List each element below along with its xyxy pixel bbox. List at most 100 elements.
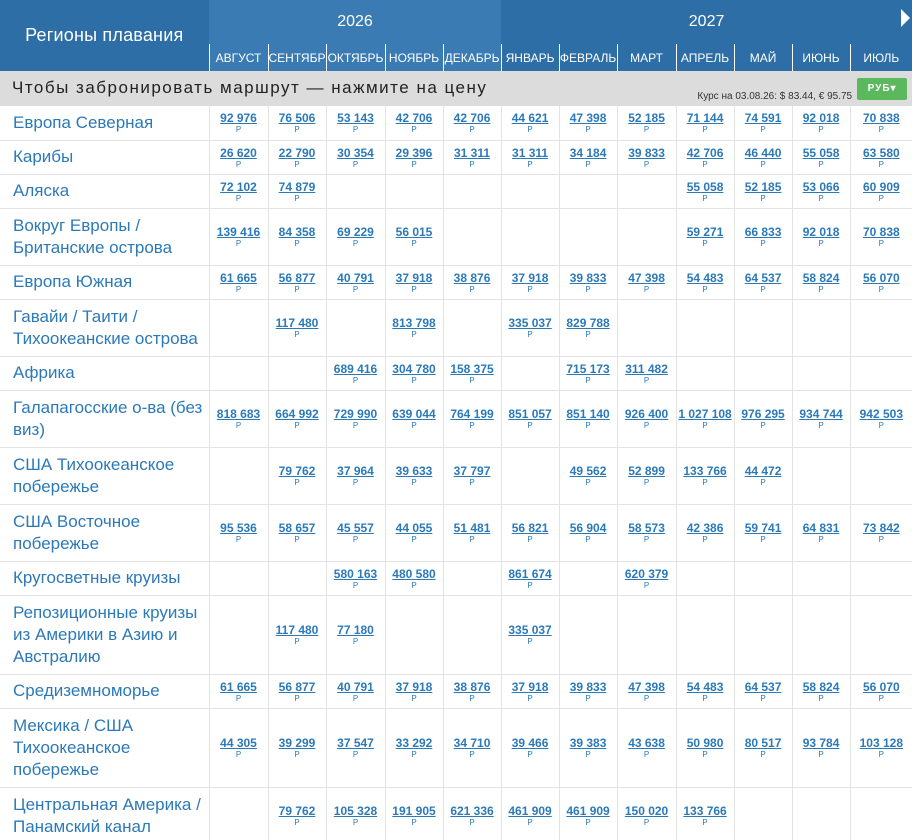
price-link[interactable]: 76 506 [278, 111, 316, 126]
price-link[interactable]: 77 180 [337, 623, 374, 637]
price-link[interactable]: 37 797 [453, 464, 491, 478]
price-link[interactable]: 664 992 [275, 407, 319, 421]
price-link[interactable]: 861 674 [508, 566, 552, 581]
price-link[interactable]: 58 824 [802, 679, 840, 694]
price-link[interactable]: 70 838 [862, 225, 900, 239]
price-link[interactable]: 689 416 [333, 361, 378, 376]
price-link[interactable]: 34 184 [569, 145, 607, 160]
price-link[interactable]: 37 918 [511, 679, 549, 694]
price-link[interactable]: 72 102 [220, 179, 257, 194]
price-link[interactable]: 59 271 [686, 225, 724, 239]
price-link[interactable]: 335 037 [508, 623, 552, 637]
price-link[interactable]: 53 143 [337, 111, 374, 126]
region-name[interactable]: Кругосветные круизы [0, 561, 210, 596]
price-link[interactable]: 39 833 [628, 145, 665, 160]
price-link[interactable]: 829 788 [566, 316, 610, 330]
price-link[interactable]: 56 070 [862, 679, 900, 694]
price-link[interactable]: 813 798 [392, 316, 436, 330]
price-link[interactable]: 639 044 [392, 407, 436, 421]
price-link[interactable]: 851 057 [508, 407, 552, 421]
price-link[interactable]: 764 199 [450, 407, 494, 421]
price-link[interactable]: 942 503 [859, 407, 904, 421]
price-link[interactable]: 79 762 [278, 464, 316, 478]
price-link[interactable]: 42 386 [686, 521, 724, 535]
price-link[interactable]: 37 918 [395, 270, 433, 285]
price-link[interactable]: 461 909 [508, 804, 552, 818]
price-link[interactable]: 40 791 [337, 270, 374, 285]
price-link[interactable]: 47 398 [628, 679, 665, 694]
region-name[interactable]: Мексика / США Тихоокеанское побережье [0, 708, 210, 788]
price-link[interactable]: 92 018 [802, 225, 840, 239]
price-link[interactable]: 37 918 [511, 270, 549, 285]
price-link[interactable]: 51 481 [453, 521, 491, 535]
price-link[interactable]: 58 657 [278, 521, 316, 535]
price-link[interactable]: 84 358 [278, 225, 316, 239]
currency-select-button[interactable]: РУБ▾ [857, 78, 908, 100]
price-link[interactable]: 1 027 108 [678, 407, 732, 421]
price-link[interactable]: 70 838 [862, 111, 900, 126]
price-link[interactable]: 39 833 [569, 679, 607, 694]
price-link[interactable]: 58 573 [628, 521, 665, 535]
price-link[interactable]: 335 037 [508, 316, 552, 330]
price-link[interactable]: 158 375 [450, 361, 494, 376]
price-link[interactable]: 63 580 [862, 145, 900, 160]
price-link[interactable]: 461 909 [566, 804, 610, 818]
price-link[interactable]: 44 305 [220, 736, 257, 750]
price-link[interactable]: 50 980 [686, 736, 724, 750]
next-period-arrow-icon[interactable] [901, 9, 911, 27]
price-link[interactable]: 150 020 [624, 804, 669, 818]
price-link[interactable]: 621 336 [450, 804, 494, 818]
price-link[interactable]: 37 918 [395, 679, 433, 694]
price-link[interactable]: 56 070 [862, 270, 900, 285]
price-link[interactable]: 851 140 [566, 407, 610, 421]
region-name[interactable]: Вокруг Европы / Британские острова [0, 208, 210, 266]
price-link[interactable]: 52 899 [628, 464, 665, 478]
price-link[interactable]: 34 710 [453, 736, 491, 750]
price-link[interactable]: 92 976 [220, 111, 257, 126]
price-link[interactable]: 191 905 [392, 804, 436, 818]
price-link[interactable]: 934 744 [799, 407, 843, 421]
region-name[interactable]: Африка [0, 356, 210, 391]
price-link[interactable]: 38 876 [453, 270, 491, 285]
price-link[interactable]: 117 480 [275, 623, 319, 637]
price-link[interactable]: 92 018 [802, 111, 840, 126]
price-link[interactable]: 39 633 [395, 464, 433, 478]
price-link[interactable]: 71 144 [686, 111, 724, 126]
price-link[interactable]: 42 706 [686, 145, 724, 160]
region-name[interactable]: Аляска [0, 174, 210, 209]
region-name[interactable]: Карибы [0, 140, 210, 175]
price-link[interactable]: 56 904 [569, 521, 607, 535]
price-link[interactable]: 79 762 [278, 804, 316, 818]
price-link[interactable]: 40 791 [337, 679, 374, 694]
price-link[interactable]: 47 398 [569, 111, 607, 126]
price-link[interactable]: 44 621 [511, 111, 549, 126]
price-link[interactable]: 59 741 [744, 521, 782, 535]
price-link[interactable]: 93 784 [802, 736, 840, 750]
region-name[interactable]: Европа Южная [0, 265, 210, 300]
price-link[interactable]: 46 440 [744, 145, 782, 160]
price-link[interactable]: 926 400 [624, 407, 669, 421]
price-link[interactable]: 54 483 [686, 679, 724, 694]
price-link[interactable]: 66 833 [744, 225, 782, 239]
price-link[interactable]: 45 557 [337, 521, 374, 535]
price-link[interactable]: 26 620 [220, 145, 257, 160]
price-link[interactable]: 38 876 [453, 679, 491, 694]
price-link[interactable]: 56 877 [278, 270, 316, 285]
price-link[interactable]: 39 466 [511, 736, 549, 750]
price-link[interactable]: 73 842 [862, 521, 900, 535]
region-name[interactable]: Европа Северная [0, 106, 210, 141]
region-name[interactable]: Гавайи / Таити / Тихоокеанские острова [0, 299, 210, 357]
price-link[interactable]: 33 292 [395, 736, 433, 750]
price-link[interactable]: 54 483 [686, 270, 724, 285]
region-name[interactable]: Репозиционные круизы из Америки в Азию и… [0, 595, 210, 675]
price-link[interactable]: 74 591 [744, 111, 782, 126]
price-link[interactable]: 580 163 [333, 566, 378, 581]
price-link[interactable]: 56 877 [278, 679, 316, 694]
price-link[interactable]: 29 396 [395, 145, 433, 160]
price-link[interactable]: 31 311 [454, 145, 491, 160]
price-link[interactable]: 311 482 [625, 361, 668, 376]
price-link[interactable]: 80 517 [744, 736, 782, 750]
price-link[interactable]: 61 665 [220, 679, 257, 694]
price-link[interactable]: 64 831 [802, 521, 840, 535]
price-link[interactable]: 818 683 [216, 407, 261, 421]
